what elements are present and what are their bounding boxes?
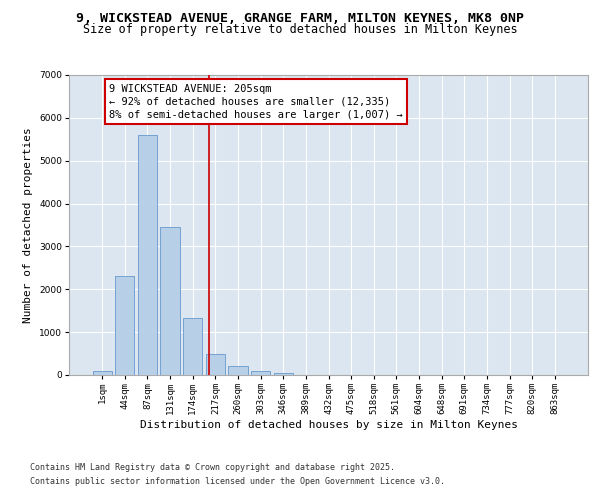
Bar (183, 318, 202, 375)
Bar (251, 370, 270, 375)
Y-axis label: Number of detached properties: Number of detached properties (23, 127, 34, 323)
Text: Size of property relative to detached houses in Milton Keynes: Size of property relative to detached ho… (83, 22, 517, 36)
Bar (160, 227, 180, 375)
Bar (274, 373, 293, 375)
Text: 9, WICKSTEAD AVENUE, GRANGE FARM, MILTON KEYNES, MK8 0NP: 9, WICKSTEAD AVENUE, GRANGE FARM, MILTON… (76, 12, 524, 26)
Bar (206, 354, 225, 375)
Text: Contains public sector information licensed under the Open Government Licence v3: Contains public sector information licen… (30, 477, 445, 486)
Bar (115, 276, 134, 375)
X-axis label: Distribution of detached houses by size in Milton Keynes: Distribution of detached houses by size … (139, 420, 517, 430)
Text: Contains HM Land Registry data © Crown copyright and database right 2025.: Contains HM Land Registry data © Crown c… (30, 464, 395, 472)
Text: 9 WICKSTEAD AVENUE: 205sqm
← 92% of detached houses are smaller (12,335)
8% of s: 9 WICKSTEAD AVENUE: 205sqm ← 92% of deta… (109, 84, 403, 120)
Bar (138, 135, 157, 375)
Bar (229, 366, 248, 375)
Bar (92, 370, 112, 375)
